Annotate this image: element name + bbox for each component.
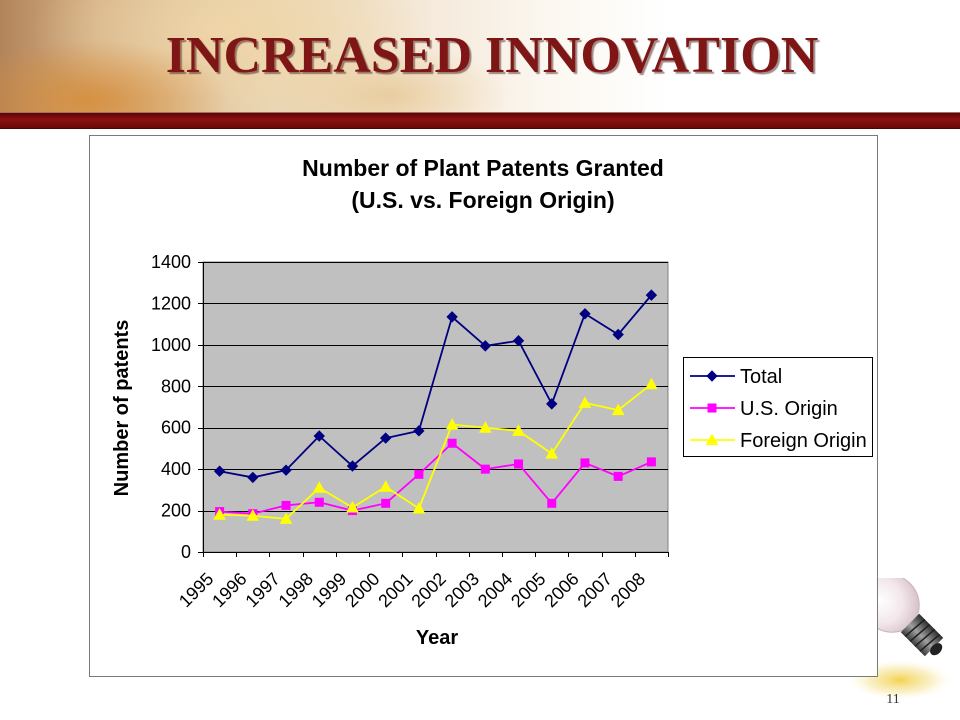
data-point-u-s-origin-2000 [381,498,391,508]
bulb-threads [904,618,941,652]
data-point-foreign-origin-2004 [512,424,525,436]
x-tick-label: 1995 [175,569,217,611]
series-total [213,289,658,484]
data-point-total-2007 [612,328,624,341]
legend-marker-foreign-origin [705,433,719,445]
chart-subtitle: (U.S. vs. Foreign Origin) [351,187,614,213]
header-background-image [0,0,960,112]
data-point-total-2004 [512,335,525,347]
data-point-total-2003 [479,340,492,352]
y-tick-label: 1400 [151,252,191,272]
y-tick-label: 200 [161,501,191,521]
data-point-total-2008 [645,289,658,301]
data-point-u-s-origin-1998 [314,497,324,507]
data-point-u-s-origin-2007 [613,471,623,481]
y-tick-label: 0 [181,542,191,562]
data-point-total-1997 [280,464,292,476]
data-point-foreign-origin-1998 [312,481,326,493]
data-point-u-s-origin-2001 [414,469,424,479]
legend-marker-u-s-origin [707,403,717,413]
series-line-u-s-origin [219,442,652,515]
legend-label-total: Total [740,366,782,388]
legend-entry-total: Total [690,366,782,388]
chart-content: 0200400600800100012001400199519961997199… [111,155,873,649]
legend: Total U.S. Origin Foreign Origin [683,357,873,457]
y-tick-label: 1000 [151,335,191,355]
data-point-foreign-origin-2001 [412,501,426,514]
data-point-u-s-origin-2002 [447,438,457,448]
slide-title: INCREASED INNOVATION [165,27,819,84]
series-line-total [219,294,653,479]
data-point-total-2002 [446,311,458,323]
page-number: 11 [886,692,900,707]
data-point-u-s-origin-2003 [480,464,490,474]
chart-title: Number of Plant Patents Granted [302,155,664,181]
data-point-foreign-origin-2005 [545,447,559,459]
data-point-total-1996 [247,471,259,484]
x-tick-label: 1999 [308,569,350,611]
data-point-foreign-origin-1995 [213,508,226,520]
data-point-total-1998 [313,430,325,442]
x-tick-label: 2008 [607,569,649,611]
y-tick-label: 1200 [151,293,191,313]
data-point-total-2006 [579,308,591,320]
data-point-foreign-origin-1999 [346,500,359,513]
x-tick-label: 2004 [474,569,516,611]
data-point-u-s-origin-1997 [281,500,291,510]
data-point-foreign-origin-2007 [611,403,625,416]
x-axis-title: Year [416,627,458,649]
x-tick-label: 1997 [241,569,283,611]
data-point-foreign-origin-2000 [379,480,393,492]
data-point-foreign-origin-1997 [279,512,293,524]
line-chart: 0200400600800100012001400199519961997199… [111,155,873,649]
data-point-total-2001 [413,425,425,437]
series-line-foreign-origin [219,383,652,520]
x-tick-label: 1996 [208,569,250,611]
data-point-total-1999 [346,460,359,472]
chart-container: 0 200 400 600 800 1000 1200 1400 1995 1996 1997 199… [89,135,878,677]
y-axis-title: Number of patents [111,320,133,497]
x-tick-label: 2005 [507,569,549,611]
x-tick-label: 1998 [275,569,317,611]
data-point-foreign-origin-2002 [445,418,459,430]
series-foreign-origin [213,377,658,524]
legend-label-u-s-origin: U.S. Origin [740,398,838,420]
legend-entry-u-s-origin: U.S. Origin [690,398,838,420]
data-point-u-s-origin-2008 [646,457,656,467]
data-point-foreign-origin-1996 [246,509,260,521]
x-tick-label: 2007 [574,569,616,611]
title-band [0,112,960,129]
x-tick-label: 2000 [341,569,383,611]
bulb-screw-base [900,613,944,657]
data-point-u-s-origin-2004 [514,459,524,469]
y-tick-label: 600 [161,418,191,438]
legend-label-foreign-origin: Foreign Origin [740,430,867,452]
bulb-tip [930,643,943,656]
x-tick-label: 2003 [441,569,483,611]
y-tick-label: 800 [161,376,191,396]
data-point-total-2000 [379,432,392,444]
x-tick-label: 2002 [407,569,449,611]
x-tick-label: 2001 [374,569,416,611]
data-point-foreign-origin-2008 [645,377,658,390]
data-point-u-s-origin-2006 [580,458,590,468]
legend-entry-foreign-origin: Foreign Origin [690,430,867,452]
data-point-total-2005 [546,398,558,410]
data-point-total-1995 [213,465,226,477]
data-point-foreign-origin-2006 [578,396,592,408]
legend-marker-total [706,370,718,382]
data-point-u-s-origin-2005 [547,498,557,508]
x-tick-label: 2006 [540,569,582,611]
y-tick-label: 400 [161,459,191,479]
data-point-foreign-origin-2003 [478,421,492,433]
